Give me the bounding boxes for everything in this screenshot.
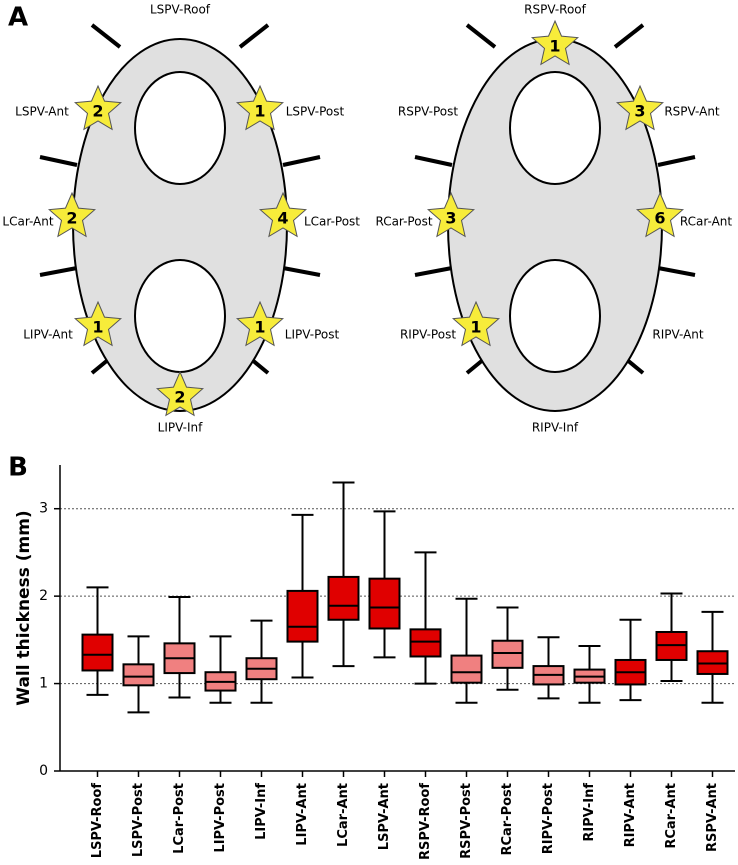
star-count: 4 [277,209,288,228]
star-count: 3 [445,209,456,228]
spoke [282,155,321,167]
x-tick-label: RSPV-Ant [705,783,720,852]
vein-orifice [509,71,601,185]
spoke [657,266,696,277]
y-tick-label: 0 [39,763,48,779]
box [122,663,155,687]
x-tick-label: RIPV-Post [541,783,556,854]
region-label: LSPV-Roof [150,3,211,17]
star [47,191,97,238]
star-count: 1 [470,318,481,337]
star [73,300,123,347]
y-axis-title: Wall thickness (mm) [14,510,34,705]
box [286,589,319,643]
panel-label: A [8,3,28,33]
star-count: 2 [66,209,77,228]
x-tick-label: LSPV-Ant [377,783,392,850]
region-label: RCar-Ant [680,215,733,229]
vein-orifice [134,71,226,185]
star [451,300,501,347]
star-count: 2 [174,388,185,407]
star-count: 1 [549,37,560,56]
region-label: RSPV-Ant [664,105,720,119]
region-label: LIPV-Inf [158,421,203,435]
star-count: 1 [254,102,265,121]
x-tick-label: RIPV-Inf [582,783,597,842]
star-count: 2 [92,102,103,121]
x-tick-label: RCar-Post [500,783,515,856]
spoke [39,155,78,167]
spoke [238,23,270,49]
spoke [613,23,645,49]
box [450,654,483,684]
spoke [414,266,453,277]
x-tick-label: RSPV-Roof [418,783,433,860]
region-label: LIPV-Post [285,328,340,342]
region-label: RIPV-Ant [652,328,704,342]
box [81,633,114,672]
spoke [90,23,122,49]
x-tick-label: LSPV-Post [131,783,146,857]
vein-orifice [509,259,601,373]
star [73,84,123,131]
x-tick-label: LIPV-Ant [295,783,310,846]
box [368,577,401,630]
x-tick-label: LCar-Ant [336,783,351,847]
region-label: LSPV-Ant [15,105,69,119]
region-label: LSPV-Post [286,105,345,119]
x-tick-label: LSPV-Roof [90,783,105,859]
star [530,19,580,66]
spoke [282,266,321,277]
region-label: RIPV-Inf [532,421,579,435]
box [491,639,524,669]
x-tick-label: LCar-Post [172,783,187,854]
vein-orifice [134,259,226,373]
y-tick-label: 1 [39,676,48,692]
x-tick-label: LIPV-Inf [254,783,269,840]
x-tick-label: RIPV-Ant [623,783,638,847]
x-tick-label: RCar-Ant [664,783,679,849]
region-label: RSPV-Post [398,105,458,119]
box [409,628,442,658]
spoke [39,266,78,277]
star [635,191,685,238]
star [426,191,476,238]
region-label: LCar-Ant [2,215,53,229]
star-count: 1 [92,318,103,337]
star [235,300,285,347]
region-label: RCar-Post [375,215,432,229]
box [327,575,360,621]
star-count: 3 [634,102,645,121]
spoke [465,23,497,49]
star [258,191,308,238]
y-tick-label: 3 [39,501,48,517]
x-tick-label: RSPV-Post [459,783,474,859]
star [615,84,665,131]
star [155,370,205,417]
star [235,84,285,131]
star-count: 6 [654,209,665,228]
star-count: 1 [254,318,265,337]
spoke [414,155,453,167]
region-label: LIPV-Ant [23,328,73,342]
region-label: LCar-Post [304,215,360,229]
region-label: RIPV-Post [400,328,456,342]
panel-label: B [8,453,28,483]
y-tick-label: 2 [39,588,48,604]
spoke [657,155,696,167]
x-tick-label: LIPV-Post [213,783,228,853]
region-label: RSPV-Roof [524,3,587,17]
